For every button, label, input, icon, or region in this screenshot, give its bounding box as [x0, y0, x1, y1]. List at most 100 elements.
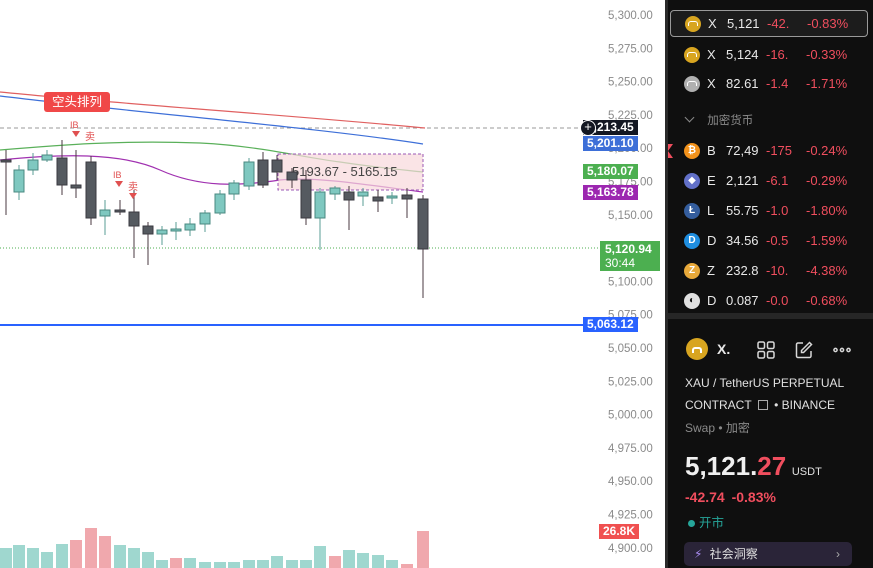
- price-chart[interactable]: 5,300.005,275.005,250.005,225.005,200.00…: [0, 0, 665, 568]
- community-insights-button[interactable]: ⚡ 社会洞察 ›: [684, 542, 852, 566]
- candle-body[interactable]: [99, 209, 111, 217]
- volume-bar: [417, 531, 429, 568]
- change-percent: -1.71%: [806, 76, 848, 91]
- volume-bar: [156, 560, 168, 568]
- external-link-icon[interactable]: [757, 400, 768, 410]
- bar-countdown: 30:44: [605, 256, 636, 270]
- candle-body[interactable]: [228, 182, 240, 195]
- candle-body[interactable]: [343, 191, 355, 201]
- volume-bar: [329, 556, 341, 568]
- price-tick: 5,100.00: [608, 276, 653, 288]
- last-price: 72,49: [726, 143, 759, 158]
- watchlist-row-xau2[interactable]: X 5,124 -16. -0.33%: [670, 41, 868, 68]
- main-price: 5,121.27 USDT: [685, 451, 822, 482]
- last-price-label: 5,120.94 30:44: [600, 241, 660, 271]
- last-price: 2,121: [726, 173, 759, 188]
- price-tick: 5,150.00: [608, 210, 653, 222]
- price-tick: 5,225.00: [608, 110, 653, 122]
- price-decimals: 27: [757, 451, 787, 481]
- candle-body[interactable]: [184, 223, 196, 231]
- crosshair-price-label: 5,213.45: [583, 120, 638, 135]
- plus-button[interactable]: +: [580, 120, 596, 136]
- candle-body[interactable]: [257, 159, 269, 186]
- candle-body[interactable]: [13, 169, 25, 193]
- price-tick: 4,900.00: [608, 543, 653, 555]
- candle-body[interactable]: [27, 159, 39, 171]
- candle-body[interactable]: [300, 179, 312, 219]
- more-icon[interactable]: [832, 340, 852, 360]
- candle-body[interactable]: [314, 191, 326, 219]
- watchlist-row-crypto[interactable]: ₿ B 72,49 -175 -0.24%: [670, 137, 868, 164]
- candle-body[interactable]: [286, 171, 298, 181]
- candle-body[interactable]: [85, 161, 97, 219]
- last-price: 55.75: [726, 203, 759, 218]
- volume-bar: [128, 548, 140, 568]
- change-percent: -0.83%: [807, 16, 849, 31]
- chart-canvas[interactable]: 5,300.005,275.005,250.005,225.005,200.00…: [0, 0, 665, 568]
- change: -1.4: [766, 76, 789, 91]
- panel-divider[interactable]: [665, 0, 668, 568]
- candle-body[interactable]: [70, 184, 82, 189]
- symbol-short-name: X.: [717, 341, 731, 357]
- flag-marker-icon[interactable]: [668, 144, 673, 158]
- candle-body[interactable]: [271, 159, 283, 173]
- candle-body[interactable]: [401, 194, 413, 200]
- watchlist-row-crypto[interactable]: Ł L 55.75 -1.0 -1.80%: [670, 197, 868, 224]
- type-tag: • 加密: [718, 421, 750, 435]
- ma-blue-price-label: 5,201.10: [583, 136, 638, 151]
- change-percent: -0.24%: [806, 143, 848, 158]
- candle-body[interactable]: [357, 191, 369, 197]
- watchlist-row-crypto[interactable]: ◆ E 2,121 -6.1 -0.29%: [670, 167, 868, 194]
- volume-bar: [271, 556, 283, 568]
- volume-bar: [343, 550, 355, 568]
- horizontal-line-price-label: 5,063.12: [583, 317, 638, 332]
- candle-body[interactable]: [0, 159, 12, 163]
- price-tick: 5,050.00: [608, 343, 653, 355]
- candle-body[interactable]: [199, 212, 211, 225]
- candle-body[interactable]: [128, 211, 140, 227]
- candle-body[interactable]: [386, 195, 398, 199]
- candle-body[interactable]: [243, 161, 255, 187]
- grid-icon[interactable]: [756, 340, 776, 360]
- candle-body[interactable]: [142, 225, 154, 235]
- range-box-text: 5193.67 - 5165.15: [292, 164, 398, 179]
- price-change: -42.74 -0.83%: [685, 489, 776, 505]
- watchlist-row-xag[interactable]: X 82.61 -1.4 -1.71%: [670, 70, 868, 97]
- volume-bar: [13, 545, 25, 568]
- crypto-section-header[interactable]: 加密货币: [684, 112, 753, 128]
- price-tick: 5,300.00: [608, 10, 653, 22]
- last-price-value: 5,120.94: [605, 242, 652, 256]
- candle-body[interactable]: [41, 154, 53, 161]
- candle-body[interactable]: [56, 157, 68, 186]
- gold-bar-icon: [686, 338, 708, 360]
- watchlist-row-crypto[interactable]: D D 34.56 -0.5 -1.59%: [670, 227, 868, 254]
- watchlist-row-xau-selected[interactable]: X 5,121 -42. -0.83%: [670, 10, 868, 37]
- bear-pattern-label[interactable]: 空头排列: [44, 92, 110, 112]
- watchlist-row-crypto[interactable]: Z Z 232.8 -10. -4.38%: [670, 257, 868, 284]
- zcash-icon: Z: [684, 262, 700, 279]
- exchange-name[interactable]: • BINANCE: [774, 398, 836, 412]
- candle-body[interactable]: [329, 187, 341, 195]
- price-currency: USDT: [791, 466, 822, 478]
- candle-body[interactable]: [156, 229, 168, 235]
- change: -6.1: [766, 173, 789, 188]
- last-price: 232.8: [726, 263, 759, 278]
- candle-body[interactable]: [214, 193, 226, 214]
- price-tick: 5,275.00: [608, 43, 653, 55]
- contract-line: CONTRACT • BINANCE: [685, 398, 835, 412]
- volume-bar: [401, 564, 413, 568]
- edit-icon[interactable]: [794, 340, 814, 360]
- signal-tag: IB: [113, 170, 122, 180]
- change-percent: -4.38%: [806, 263, 848, 278]
- symbol: X: [708, 16, 717, 31]
- symbol-full-name: XAU / TetherUS PERPETUAL: [685, 376, 845, 390]
- candle-body[interactable]: [417, 198, 429, 250]
- watchlist-row-crypto[interactable]: ◐ D 0.087 -0.0 -0.68%: [670, 287, 868, 314]
- volume-label: 26.8K: [599, 524, 640, 539]
- candle-body[interactable]: [372, 196, 384, 202]
- candle-body[interactable]: [170, 228, 182, 232]
- candle-body[interactable]: [114, 209, 126, 213]
- volume-bar: [27, 548, 39, 568]
- sell-arrow-icon: [129, 193, 137, 199]
- chevron-down-icon: [684, 112, 695, 123]
